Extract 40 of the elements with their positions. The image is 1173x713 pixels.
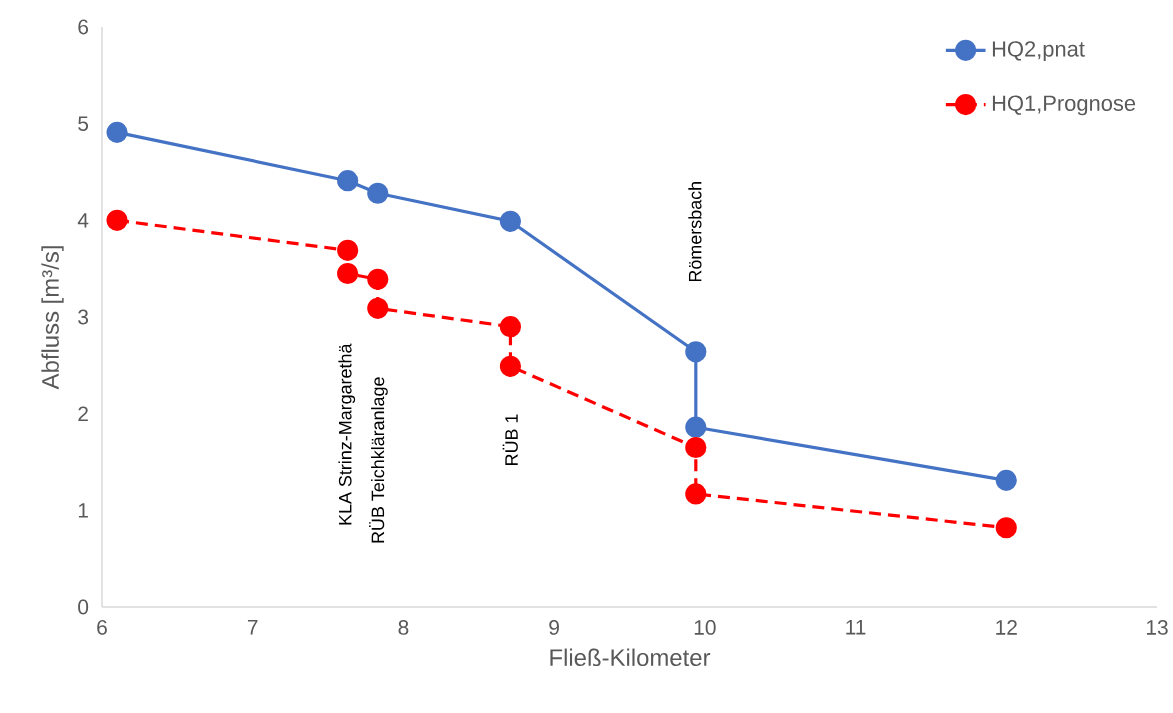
x-tick-label: 7 xyxy=(247,620,258,635)
y-tick-label: 5 xyxy=(78,116,89,131)
point xyxy=(337,170,359,192)
point xyxy=(106,209,128,231)
y-tick-label: 3 xyxy=(78,309,89,325)
point xyxy=(685,483,707,505)
point xyxy=(995,517,1017,539)
x-tick-label: 6 xyxy=(97,620,107,635)
annotation: RÜB 1 xyxy=(502,414,518,465)
x-tick-label: 10 xyxy=(694,620,716,635)
legend-label: HQ2,pnat xyxy=(992,41,1085,61)
point xyxy=(337,239,359,261)
point xyxy=(367,297,389,319)
point xyxy=(499,316,522,338)
y-axis-title: Abfluss [m³/s] xyxy=(41,246,64,390)
x-tick-label: 9 xyxy=(549,620,559,635)
point xyxy=(337,262,359,285)
annotation: Römersbach xyxy=(688,182,702,282)
legend-label: HQ1,Prognose xyxy=(992,95,1136,116)
y-tick-label: 0 xyxy=(78,599,89,615)
point xyxy=(995,469,1017,491)
y-tick-label: 4 xyxy=(77,213,89,228)
annotation: KLA Strinz-Margarethä xyxy=(338,343,356,525)
y-tick-label: 6 xyxy=(78,19,89,35)
point xyxy=(499,355,522,377)
x-tick-label: 12 xyxy=(996,620,1017,635)
point xyxy=(685,416,707,438)
point xyxy=(685,436,707,459)
x-tick-label: 11 xyxy=(846,620,866,635)
annotation: RÜB Teichkläranlage xyxy=(369,377,388,543)
y-tick-label: 1 xyxy=(78,503,88,518)
point xyxy=(106,121,128,143)
x-tick-label: 8 xyxy=(398,620,409,635)
point xyxy=(499,210,522,232)
y-tick-label: 2 xyxy=(78,406,88,421)
x-axis-title: Fließ-Kilometer xyxy=(550,648,711,667)
point xyxy=(685,341,707,363)
x-tick-label: 13 xyxy=(1146,620,1168,635)
point xyxy=(367,182,389,204)
point xyxy=(367,268,389,290)
